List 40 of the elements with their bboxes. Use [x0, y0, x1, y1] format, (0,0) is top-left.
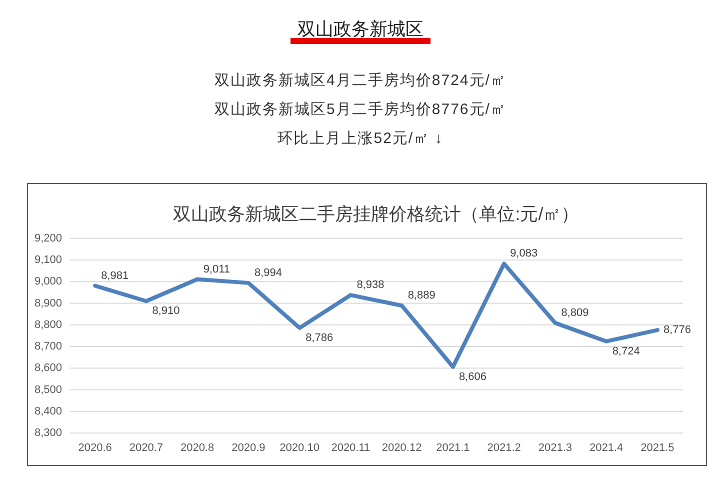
data-label: 8,809: [561, 306, 589, 319]
y-tick-label: 9,100: [34, 254, 62, 266]
data-label: 8,786: [306, 332, 334, 344]
x-tick-label: 2021.5: [640, 442, 674, 454]
data-label: 8,776: [663, 324, 691, 336]
data-label: 8,938: [356, 279, 384, 292]
x-tick-label: 2020.8: [180, 442, 214, 454]
x-tick-label: 2020.7: [129, 442, 164, 454]
data-label: 8,889: [408, 290, 436, 302]
y-tick-label: 8,500: [34, 384, 62, 396]
chart-title: 双山政务新城区二手房挂牌价格统计（单位:元/㎡）: [173, 204, 580, 224]
x-tick-label: 2020.12: [382, 442, 422, 454]
x-tick-label: 2021.3: [538, 442, 572, 454]
data-label: 8,981: [101, 270, 129, 282]
y-tick-label: 9,000: [34, 276, 62, 288]
data-label: 9,011: [203, 263, 230, 276]
y-tick-label: 8,700: [34, 340, 62, 353]
data-label: 8,724: [612, 345, 640, 358]
x-tick-label: 2020.10: [280, 442, 320, 454]
data-label: 8,910: [152, 305, 180, 318]
text: 双山政务新城区: [298, 19, 424, 39]
data-label: 8,994: [254, 266, 282, 279]
x-tick-label: 2020.6: [78, 442, 112, 454]
y-tick-label: 8,400: [34, 405, 62, 418]
y-tick-label: 8,900: [34, 297, 62, 310]
data-label: 9,083: [510, 248, 538, 260]
y-tick-label: 9,200: [34, 232, 62, 244]
y-tick-label: 8,800: [34, 318, 62, 331]
x-tick-label: 2020.11: [331, 442, 370, 454]
x-tick-label: 2021.2: [487, 442, 521, 454]
text: 双山政务新城区4月二手房均价8724元/㎡: [214, 72, 506, 89]
text: 环比上月上涨52元/㎡ ↓: [278, 130, 444, 147]
data-label: 8,606: [458, 370, 486, 383]
y-tick-label: 8,600: [34, 362, 62, 374]
x-tick-label: 2021.4: [589, 442, 624, 454]
text: 双山政务新城区5月二手房均价8776元/㎡: [214, 101, 506, 118]
line-series: [93, 262, 660, 369]
y-tick-label: 8,300: [34, 427, 62, 439]
x-tick-label: 2021.1: [436, 442, 470, 454]
x-tick-label: 2020.9: [232, 442, 266, 454]
